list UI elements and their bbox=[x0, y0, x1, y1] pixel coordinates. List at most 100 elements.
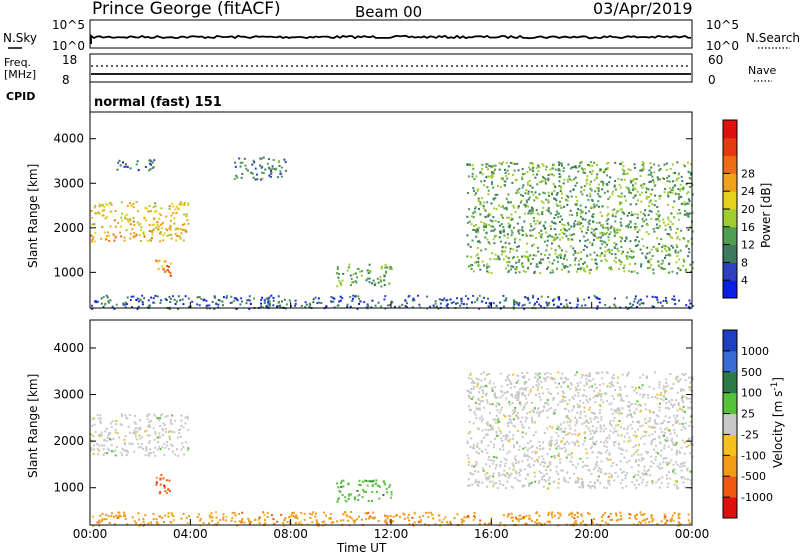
power-echoes-cell bbox=[636, 216, 639, 219]
vel-echoes-cell bbox=[603, 511, 606, 514]
power-echoes-cell bbox=[521, 304, 524, 307]
power-echoes-cell bbox=[275, 168, 277, 171]
vel-echoes-cell bbox=[663, 428, 666, 431]
vel-echoes-cell bbox=[153, 413, 156, 416]
power-echoes-cell bbox=[582, 269, 585, 272]
power-echoes-cell bbox=[163, 260, 166, 263]
power-echoes-cell bbox=[641, 161, 644, 164]
vel-echoes-cell bbox=[413, 521, 416, 524]
power-echoes-cell bbox=[615, 211, 618, 214]
power-echoes-cell bbox=[546, 304, 549, 307]
power-echoes-cell bbox=[555, 193, 558, 196]
power-echoes-cell bbox=[622, 165, 625, 168]
vel-echoes-cell bbox=[535, 411, 538, 414]
vel-echoes-cell bbox=[294, 516, 296, 519]
vel-echoes-cell bbox=[467, 457, 470, 460]
vel-echoes-cell bbox=[585, 378, 588, 381]
vel-echoes-cell bbox=[114, 419, 117, 422]
vel-echoes-cell bbox=[516, 479, 519, 482]
power-echoes-cell bbox=[479, 241, 482, 244]
vel-echoes-cell bbox=[564, 442, 567, 445]
vel-echoes-cell bbox=[167, 447, 170, 450]
vel-echoes-cell bbox=[554, 443, 557, 446]
power-echoes-cell bbox=[678, 196, 681, 199]
power-echoes-cell bbox=[629, 169, 632, 171]
vel-echoes-cell bbox=[644, 472, 647, 475]
power-echoes-cell bbox=[181, 224, 184, 226]
vel-echoes-cell bbox=[408, 523, 411, 526]
power-echoes-cell bbox=[570, 233, 573, 236]
vel-echoes-cell bbox=[92, 452, 95, 455]
power-echoes-cell bbox=[663, 178, 666, 180]
power-echoes-cell bbox=[557, 254, 560, 257]
vel-echoes-cell bbox=[523, 468, 526, 471]
power-echoes-cell bbox=[668, 271, 671, 274]
power-echoes-cell bbox=[511, 257, 514, 260]
power-echoes-cell bbox=[576, 303, 579, 306]
vel-echoes-cell bbox=[666, 519, 669, 522]
power-echoes-cell bbox=[497, 257, 500, 260]
power-echoes-cell bbox=[527, 190, 530, 193]
power-echoes-cell bbox=[535, 265, 538, 268]
power-echoes-cell bbox=[488, 223, 491, 226]
vel-echoes-cell bbox=[135, 438, 138, 441]
vel-echoes-cell bbox=[522, 516, 525, 518]
vel-echoes-cell bbox=[512, 464, 515, 467]
vel-echoes-cell bbox=[660, 482, 663, 484]
vel-echoes-cell bbox=[617, 518, 620, 521]
vel-echoes-cell bbox=[468, 397, 471, 400]
power-echoes-cell bbox=[624, 240, 627, 242]
vel-echoes-cell bbox=[617, 376, 620, 379]
power-echoes-cell bbox=[636, 213, 639, 216]
vel-echoes-cell bbox=[531, 402, 533, 404]
power-echoes-cell bbox=[173, 222, 176, 225]
vel-echoes-cell bbox=[554, 381, 557, 384]
vel-echoes-cell bbox=[660, 431, 663, 433]
power-echoes-cell bbox=[678, 218, 681, 221]
vel-echoes-cell bbox=[578, 486, 581, 488]
vel-echoes-cell bbox=[523, 387, 526, 390]
power-echoes-cell bbox=[160, 299, 163, 302]
power-echoes-cell bbox=[521, 168, 524, 170]
vel-echoes-cell bbox=[538, 411, 541, 413]
power-echoes-cell bbox=[590, 172, 593, 175]
power-echoes-cell bbox=[598, 205, 600, 208]
vel-echoes-cell bbox=[505, 459, 508, 462]
power-echoes-cell bbox=[564, 229, 567, 232]
vel-echoes-cell bbox=[658, 386, 661, 389]
vel-echoes-cell bbox=[149, 452, 152, 455]
vel-echoes-cell bbox=[546, 372, 549, 374]
power-echoes-cell bbox=[268, 174, 271, 177]
vel-echoes-cell bbox=[582, 520, 584, 523]
power-echoes-cell bbox=[586, 264, 589, 267]
power-echoes-cell bbox=[351, 281, 354, 284]
vel-echoes-cell bbox=[164, 514, 167, 517]
power-echoes-cell bbox=[551, 167, 554, 170]
power-echoes-cell bbox=[470, 268, 473, 270]
power-echoes-cell bbox=[584, 239, 587, 242]
vel-echoes-cell bbox=[595, 427, 598, 430]
vel-echoes-cell bbox=[599, 426, 602, 429]
vel-echoes-cell bbox=[677, 404, 680, 406]
vel-echoes-cell bbox=[675, 453, 678, 456]
power-echoes-cell bbox=[614, 180, 617, 182]
vel-echoes-cell bbox=[525, 432, 528, 435]
vel-echoes-cell bbox=[651, 425, 654, 428]
vel-echoes-cell bbox=[134, 414, 136, 417]
power-echoes-cell bbox=[665, 249, 668, 252]
vel-echoes-cell bbox=[570, 383, 573, 386]
power-echoes-cell bbox=[349, 274, 352, 277]
power-echoes-cell bbox=[449, 298, 452, 301]
vel-echoes-cell bbox=[686, 397, 689, 400]
vel-echoes-cell bbox=[670, 403, 672, 406]
vel-echoes-cell bbox=[518, 401, 521, 404]
vel-echoes-cell bbox=[636, 400, 639, 403]
vel-echoes-cell bbox=[478, 408, 481, 411]
vel-echoes-cell bbox=[614, 441, 617, 444]
vel-echoes-cell bbox=[314, 515, 317, 518]
power-echoes-cell bbox=[139, 298, 142, 301]
power-echoes-cell bbox=[577, 251, 580, 254]
power-echoes-cell bbox=[650, 180, 652, 183]
power-echoes-cell bbox=[126, 296, 129, 299]
power-echoes-cell bbox=[614, 233, 617, 236]
